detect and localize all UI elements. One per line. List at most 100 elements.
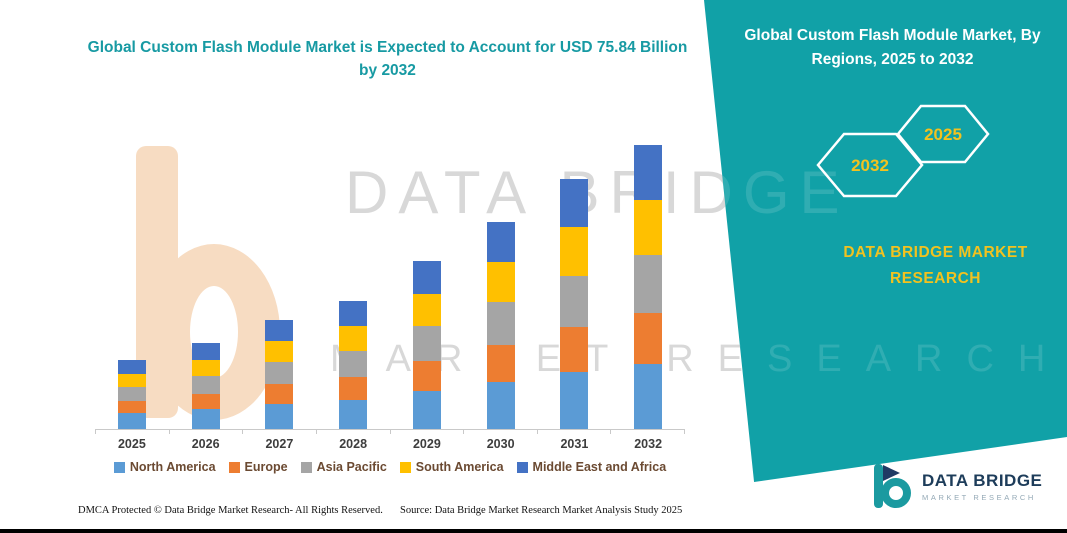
bar-segment-asia-pacific [339, 350, 368, 377]
axis-tick [536, 430, 611, 434]
side-panel-title: Global Custom Flash Module Market, By Re… [744, 27, 1041, 69]
bar-column-2027 [243, 130, 317, 429]
legend-label: South America [415, 460, 504, 474]
bar-segment-north-america [412, 390, 441, 429]
dbmr-logo-icon [874, 464, 911, 508]
bar-segment-south-america [117, 373, 146, 387]
bar-segment-europe [634, 313, 663, 365]
bar-segment-europe [191, 393, 220, 410]
bar-segment-north-america [191, 409, 220, 429]
bar-segment-middle-east-and-africa [560, 179, 589, 228]
bottom-border [0, 529, 1067, 533]
bar-segment-asia-pacific [191, 376, 220, 394]
legend-label: Europe [244, 460, 288, 474]
bar-segment-asia-pacific [634, 254, 663, 314]
bar-segment-europe [265, 384, 294, 404]
legend-swatch [113, 461, 125, 473]
bar-stack-2029 [412, 261, 441, 429]
hexagon-badge-2025 [896, 104, 990, 164]
bar-segment-south-america [339, 325, 368, 351]
axis-tick [315, 430, 390, 434]
bar-segment-south-america [634, 199, 663, 255]
legend-label: Asia Pacific [316, 460, 387, 474]
bar-stack-2026 [191, 343, 220, 429]
axis-tick [168, 430, 243, 434]
legend-label: Middle East and Africa [532, 460, 667, 474]
bar-segment-europe [560, 327, 589, 372]
bar-stack-2028 [339, 300, 368, 429]
bar-segment-asia-pacific [265, 361, 294, 385]
bar-segment-middle-east-and-africa [486, 222, 515, 263]
bar-stack-2027 [265, 319, 294, 429]
bar-segment-middle-east-and-africa [265, 319, 294, 341]
brand-name: DATA BRIDGE MARKET RESEARCH [843, 244, 1028, 288]
x-axis-label: 2026 [191, 437, 220, 451]
bar-column-2026 [169, 130, 243, 429]
year-badges: 2032 2025 [816, 104, 990, 198]
bar-segment-south-america [412, 293, 441, 327]
watermark-text-line1-on-teal: DATA BRIDGE [345, 159, 850, 226]
bar-segment-asia-pacific [412, 326, 441, 361]
axis-ticks [95, 430, 685, 434]
bar-segment-middle-east-and-africa [412, 261, 441, 294]
logo-subtitle: MARKET RESEARCH [922, 492, 1036, 502]
legend-item-south-america: South America [399, 460, 504, 474]
bar-segment-asia-pacific [560, 275, 589, 327]
bar-segment-north-america [634, 364, 663, 429]
x-axis-label: 2028 [339, 437, 368, 451]
legend-label: North America [129, 460, 216, 474]
bar-segment-south-america [265, 340, 294, 362]
bar-stack-2025 [117, 360, 146, 429]
bar-column-2030 [464, 130, 538, 429]
legend-item-europe: Europe [228, 460, 288, 474]
bar-segment-north-america [486, 381, 515, 429]
bar-segment-north-america [117, 413, 146, 429]
legend-item-north-america: North America [113, 460, 216, 474]
bar-segment-north-america [265, 403, 294, 429]
bar-stack-2030 [486, 222, 515, 429]
bar-column-2031 [538, 130, 612, 429]
badge-year-2025: 2025 [924, 125, 962, 144]
bar-segment-asia-pacific [117, 386, 146, 402]
bar-segment-south-america [560, 227, 589, 276]
axis-tick [389, 430, 464, 434]
axis-tick [242, 430, 316, 434]
bar-segment-north-america [560, 372, 589, 429]
bar-segment-europe [486, 344, 515, 382]
x-axis-label: 2031 [560, 437, 589, 451]
bar-column-2028 [316, 130, 390, 429]
bar-segment-south-america [191, 359, 220, 377]
dmca-notice: DMCA Protected © Data Bridge Market Rese… [78, 505, 383, 516]
bar-column-2029 [390, 130, 464, 429]
watermark-text-line2-on-teal: MARKET RESEARCH [330, 338, 1067, 380]
bar-stack-2032 [634, 144, 663, 429]
bar-segment-asia-pacific [486, 302, 515, 345]
bar-stack-2031 [560, 179, 589, 429]
hexagon-badge-2032 [816, 132, 924, 198]
x-axis-label: 2030 [486, 437, 515, 451]
bar-segment-middle-east-and-africa [634, 144, 663, 200]
legend-item-asia-pacific: Asia Pacific [300, 460, 387, 474]
bar-segment-middle-east-and-africa [117, 360, 146, 374]
bar-segment-north-america [339, 399, 368, 429]
axis-tick [95, 430, 169, 434]
axis-tick [610, 430, 684, 434]
x-axis-label: 2027 [265, 437, 294, 451]
bar-column-2025 [95, 130, 169, 429]
x-axis-label: 2025 [117, 437, 146, 451]
source-note: Source: Data Bridge Market Research Mark… [400, 505, 683, 516]
chart-legend: North America Europe Asia Pacific South Ame… [95, 460, 685, 474]
bar-segment-south-america [486, 262, 515, 303]
logo-text: DATA BRIDGE MARKET RESEARCH [922, 471, 1042, 502]
legend-swatch [516, 461, 528, 473]
legend-item-middle-east-and-africa: Middle East and Africa [516, 460, 667, 474]
chart-title: Global Custom Flash Module Market is Exp… [87, 39, 688, 80]
badge-year-2032: 2032 [851, 156, 889, 175]
legend-swatch [300, 461, 312, 473]
x-axis-labels: 2025 2026 2027 2028 2029 2030 2031 2032 [95, 437, 685, 451]
axis-tick [463, 430, 537, 434]
bar-segment-europe [117, 401, 146, 414]
bar-segment-europe [412, 360, 441, 391]
legend-swatch [228, 461, 240, 473]
